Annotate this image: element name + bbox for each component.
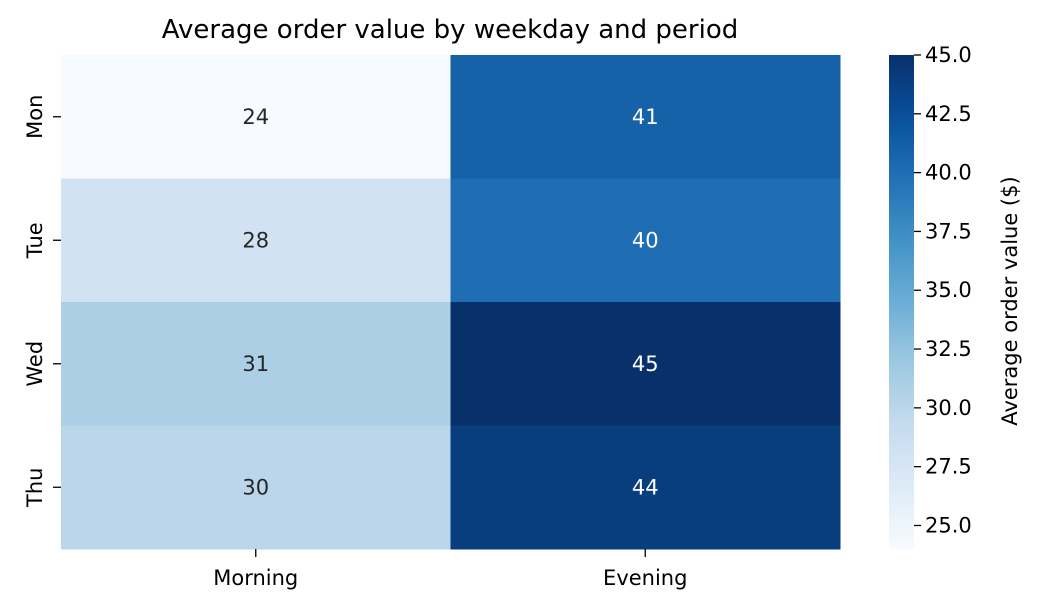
- y-axis: Mon Tue Wed Thu: [23, 95, 61, 508]
- cell-value-label: 40: [632, 228, 659, 252]
- colorbar: 25.0 27.5 30.0 32.5 35.0 37.5 40.0 42.5 45.0: [889, 43, 972, 549]
- colorbar-tick-label: 32.5: [925, 337, 972, 361]
- cell-value-label: 28: [242, 228, 269, 252]
- colorbar-tick-label: 37.5: [925, 219, 972, 243]
- x-tick-label: Morning: [213, 566, 298, 590]
- colorbar-tick-label: 40.0: [925, 161, 972, 185]
- colorbar-tick-label: 42.5: [925, 102, 972, 126]
- colorbar-tick-label: 45.0: [925, 43, 972, 67]
- colorbar-tick-label: 35.0: [925, 278, 972, 302]
- y-tick-label: Mon: [23, 95, 47, 139]
- cell-value-label: 30: [242, 475, 269, 499]
- heatmap-cells: 24 41 28 40 31 45 30 44: [61, 55, 841, 550]
- colorbar-gradient: [889, 55, 914, 549]
- colorbar-label: Average order value ($): [998, 176, 1022, 425]
- colorbar-tick-label: 25.0: [925, 513, 972, 537]
- heatmap-cell: [61, 302, 451, 426]
- heatmap-cell: [450, 178, 841, 303]
- y-tick-label: Thu: [23, 468, 47, 508]
- x-tick-label: Evening: [603, 566, 687, 590]
- x-axis: Morning Evening: [213, 549, 687, 590]
- y-tick-label: Wed: [23, 341, 47, 387]
- heatmap-cell: [61, 178, 451, 303]
- cell-value-label: 41: [632, 105, 659, 129]
- colorbar-tick-label: 30.0: [925, 396, 972, 420]
- y-tick-label: Tue: [23, 222, 47, 259]
- heatmap-cell: [450, 55, 841, 179]
- cell-value-label: 44: [632, 475, 659, 499]
- heatmap-cell: [450, 425, 841, 550]
- heatmap-cell: [450, 302, 841, 426]
- cell-value-label: 24: [242, 105, 269, 129]
- chart-title: Average order value by weekday and perio…: [162, 15, 738, 45]
- heatmap-cell: [61, 425, 451, 550]
- colorbar-tick-label: 27.5: [925, 455, 972, 479]
- cell-value-label: 45: [632, 352, 659, 376]
- cell-value-label: 31: [242, 352, 269, 376]
- heatmap-cell: [61, 55, 451, 179]
